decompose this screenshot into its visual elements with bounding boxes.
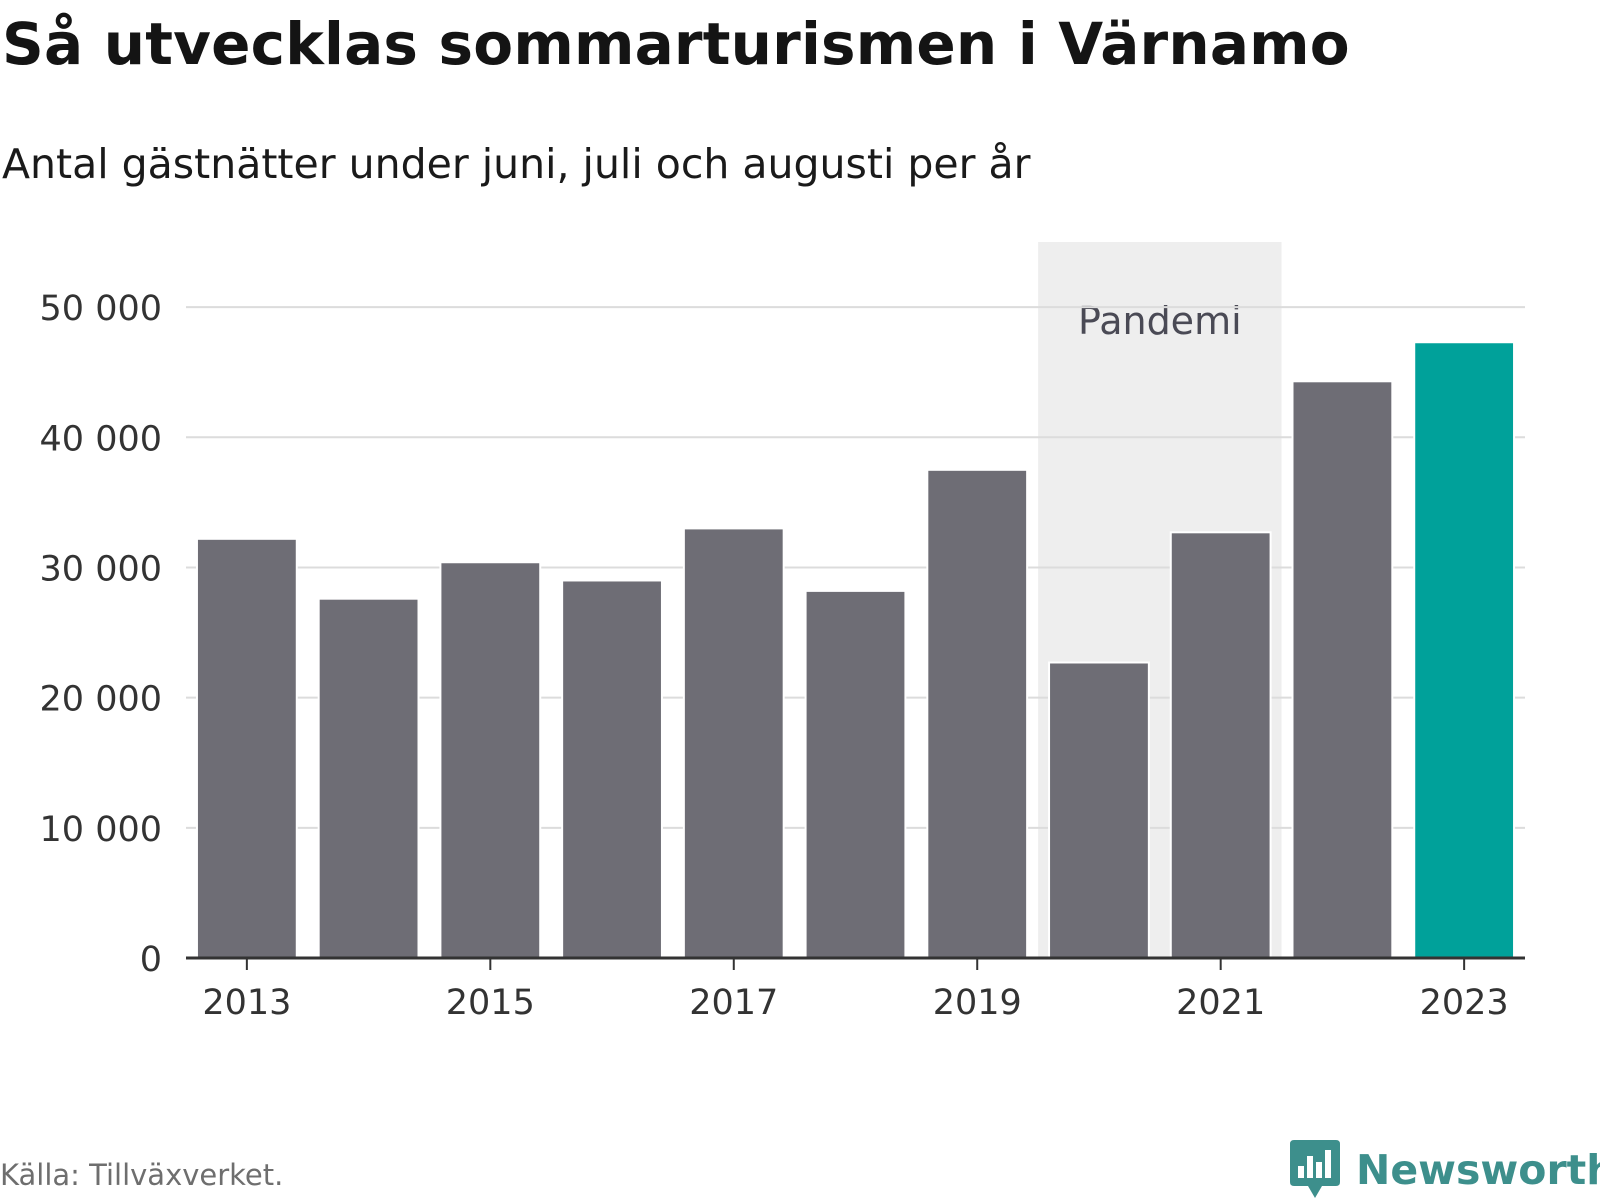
bar-2013 [195, 537, 298, 960]
source-note: Källa: Tillväxverket. [0, 1158, 284, 1192]
bar-2017 [682, 527, 785, 960]
brand-name: Newsworthy [1356, 1146, 1600, 1194]
x-tick-label: 2017 [689, 983, 778, 1023]
y-tick-label: 50 000 [40, 289, 162, 329]
bar-2015 [439, 561, 542, 959]
newsworthy-chart-bubble-icon [1290, 1140, 1340, 1198]
bar-2014 [317, 597, 420, 959]
x-tick-label: 2019 [933, 983, 1022, 1023]
y-tick-label: 10 000 [40, 810, 162, 850]
bar-2021 [1169, 531, 1272, 960]
x-tick-label: 2021 [1176, 983, 1265, 1023]
bar-2022 [1291, 380, 1394, 959]
y-tick-label: 0 [140, 940, 162, 980]
y-tick-label: 40 000 [40, 419, 162, 459]
bar-2020 [1048, 661, 1150, 959]
bar-chart: Pandemi 0 10 000 20 000 30 000 40 000 50 000 20… [40, 242, 1525, 1023]
y-tick-label: 20 000 [40, 680, 162, 720]
bar-2023 [1413, 341, 1516, 959]
bar-2019 [926, 468, 1029, 959]
y-tick-label: 30 000 [40, 549, 162, 589]
pandemic-label: Pandemi [1078, 299, 1242, 343]
chart-subtitle: Antal gästnätter under juni, juli och au… [2, 140, 1031, 188]
x-tick-label: 2023 [1420, 983, 1509, 1023]
bar-2018 [804, 589, 907, 959]
chart-title: Så utvecklas sommarturismen i Värnamo [2, 10, 1350, 78]
bar-2016 [561, 579, 663, 959]
x-tick-label: 2013 [202, 983, 291, 1023]
x-tick-label: 2015 [446, 983, 535, 1023]
brand-logo[interactable]: Newsworthy [1290, 1140, 1600, 1200]
